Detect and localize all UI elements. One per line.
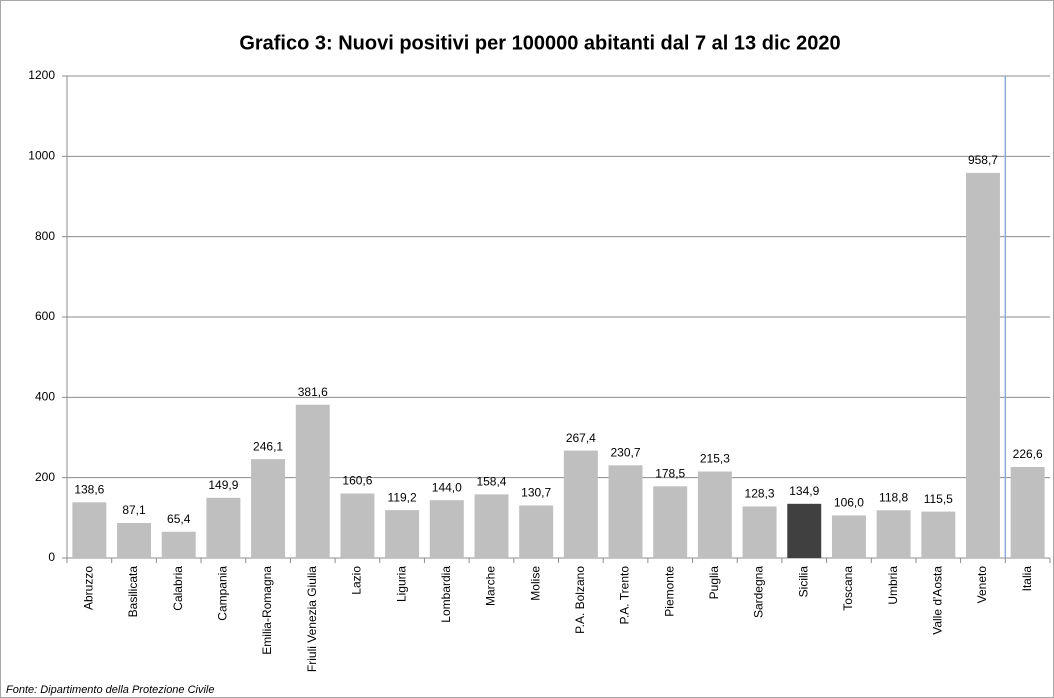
bar <box>742 506 777 558</box>
data-label: 138,6 <box>74 483 104 497</box>
data-label: 130,7 <box>521 486 551 500</box>
data-label: 160,6 <box>342 474 372 488</box>
bar <box>519 505 554 558</box>
bar <box>474 494 509 558</box>
bar <box>295 404 330 558</box>
x-tick-label: Piemonte <box>662 566 676 617</box>
x-tick-label: Campania <box>216 566 230 621</box>
data-label: 87,1 <box>122 503 146 517</box>
data-label: 267,4 <box>566 431 596 445</box>
bar <box>1010 466 1045 558</box>
data-label: 246,1 <box>253 439 283 453</box>
x-tick-label: Molise <box>528 566 542 601</box>
bar <box>876 510 911 558</box>
x-tick-label: Umbria <box>886 566 900 605</box>
x-tick-label: Italia <box>1020 566 1034 592</box>
bar <box>653 486 688 558</box>
data-label: 134,9 <box>789 484 819 498</box>
x-tick-label: Lazio <box>350 566 364 595</box>
bar <box>117 523 152 558</box>
y-tick-label: 1200 <box>28 68 55 82</box>
bar <box>429 500 464 558</box>
data-label: 149,9 <box>208 478 238 492</box>
data-label: 115,5 <box>924 492 953 506</box>
x-tick-label: Veneto <box>975 566 989 604</box>
y-tick-label: 400 <box>35 390 55 404</box>
x-tick-label: Sardegna <box>752 566 766 618</box>
y-tick-label: 800 <box>35 229 55 243</box>
data-label: 118,8 <box>879 490 908 504</box>
bar <box>251 459 286 558</box>
data-label: 958,7 <box>968 153 998 167</box>
x-tick-label: Abruzzo <box>82 566 96 610</box>
data-label: 106,0 <box>834 496 864 510</box>
data-label: 119,2 <box>388 490 417 504</box>
bar <box>965 172 1000 558</box>
bar <box>340 493 375 558</box>
data-label: 215,3 <box>700 452 730 466</box>
data-label: 230,7 <box>611 446 641 460</box>
bar <box>563 450 598 558</box>
data-label: 158,4 <box>476 475 506 489</box>
bar <box>72 502 107 558</box>
bar <box>206 497 241 558</box>
data-label: 144,0 <box>432 480 462 494</box>
x-tick-label: Puglia <box>707 566 721 600</box>
data-label: 381,6 <box>298 385 328 399</box>
x-tick-label: Toscana <box>841 566 855 611</box>
bar <box>608 465 643 558</box>
bar <box>787 503 822 558</box>
x-tick-label: Basilicata <box>126 566 140 618</box>
x-tick-label: Sicilia <box>796 566 810 598</box>
data-label: 128,3 <box>745 487 775 501</box>
x-tick-label: P.A. Trento <box>618 566 632 625</box>
y-tick-label: 1000 <box>28 149 55 163</box>
bar <box>831 515 866 558</box>
x-tick-label: Lombardia <box>439 566 453 623</box>
chart-title: Grafico 3: Nuovi positivi per 100000 abi… <box>239 32 840 54</box>
y-tick-label: 0 <box>48 550 55 564</box>
source-note: Fonte: Dipartimento della Protezione Civ… <box>6 684 215 696</box>
data-label: 178,5 <box>655 466 685 480</box>
bar <box>385 510 420 558</box>
x-tick-label: P.A. Bolzano <box>573 566 587 634</box>
x-tick-label: Liguria <box>394 566 408 602</box>
bar <box>921 511 956 558</box>
y-tick-label: 200 <box>35 470 55 484</box>
x-tick-label: Friuli Venezia Giulia <box>305 566 319 672</box>
bar <box>697 471 732 558</box>
x-tick-label: Calabria <box>171 566 185 611</box>
x-tick-label: Emilia-Romagna <box>260 566 274 655</box>
x-tick-label: Marche <box>484 566 498 606</box>
x-tick-label: Valle d'Aosta <box>930 566 944 635</box>
y-tick-label: 600 <box>35 309 55 323</box>
bar <box>161 531 196 558</box>
data-label: 226,6 <box>1013 447 1043 461</box>
data-label: 65,4 <box>167 512 191 526</box>
